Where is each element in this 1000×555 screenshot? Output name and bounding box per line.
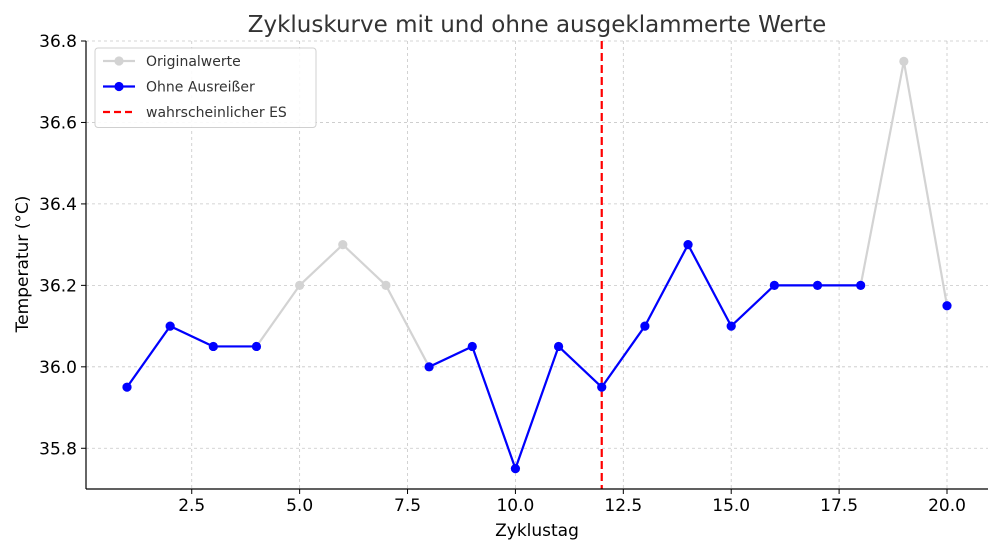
data-point <box>812 280 823 290</box>
data-point <box>726 321 736 331</box>
y-tick-label: 36.8 <box>39 32 77 52</box>
axes: 2.5 5.0 7.5 10.0 12.5 15.0 17.5 20.0 35.8 36.0 36.… <box>39 32 988 516</box>
x-tick-label: 12.5 <box>604 496 642 516</box>
legend: Originalwerte Ohne Ausreißer wahrscheinlic… <box>94 47 317 128</box>
x-tick-label: 20.0 <box>928 496 966 516</box>
series-lines <box>122 56 952 474</box>
data-point <box>640 321 650 331</box>
x-tick-label: 10.0 <box>496 496 534 516</box>
legend-box <box>94 47 317 128</box>
data-point <box>856 280 866 290</box>
data-point <box>553 341 564 352</box>
data-point <box>424 362 434 372</box>
legend-label: Originalwerte <box>146 54 241 70</box>
legend-label: wahrscheinlicher ES <box>146 105 287 121</box>
grid <box>86 40 988 489</box>
data-point <box>122 382 132 392</box>
legend-marker <box>114 56 124 66</box>
y-tick-label: 36.6 <box>39 113 77 133</box>
x-tick-label: 15.0 <box>712 496 750 516</box>
data-point <box>251 341 262 352</box>
y-tick-label: 35.8 <box>39 439 77 459</box>
series-line <box>127 245 947 469</box>
data-point <box>381 280 391 290</box>
data-point <box>208 341 218 352</box>
y-tick-label: 36.0 <box>39 358 77 378</box>
data-point <box>467 341 477 352</box>
x-tick-label: 2.5 <box>178 496 205 516</box>
x-tick-label: 5.0 <box>286 496 313 516</box>
legend-entry: Originalwerte <box>103 54 241 70</box>
data-point <box>942 301 952 311</box>
y-tick-label: 36.4 <box>39 195 77 215</box>
x-axis-title: Zyklustag <box>495 521 579 541</box>
legend-entry: Ohne Ausreißer <box>103 80 255 96</box>
legend-marker <box>114 81 124 92</box>
data-point <box>899 56 909 66</box>
chart-title: Zykluskurve mit und ohne ausgeklammerte … <box>248 12 827 38</box>
series-without-outliers <box>122 240 952 474</box>
data-point <box>597 382 607 392</box>
legend-label: Ohne Ausreißer <box>146 80 255 96</box>
data-point <box>769 280 779 290</box>
data-point <box>165 321 175 331</box>
y-axis-title: Temperatur (°C) <box>13 196 33 334</box>
legend-entry: wahrscheinlicher ES <box>103 105 287 121</box>
y-tick-label: 36.2 <box>39 276 77 296</box>
data-point <box>683 240 693 250</box>
data-point <box>295 280 305 290</box>
data-point <box>510 464 521 474</box>
data-point <box>338 240 348 250</box>
x-tick-label: 17.5 <box>820 496 858 516</box>
x-tick-label: 7.5 <box>394 496 421 516</box>
